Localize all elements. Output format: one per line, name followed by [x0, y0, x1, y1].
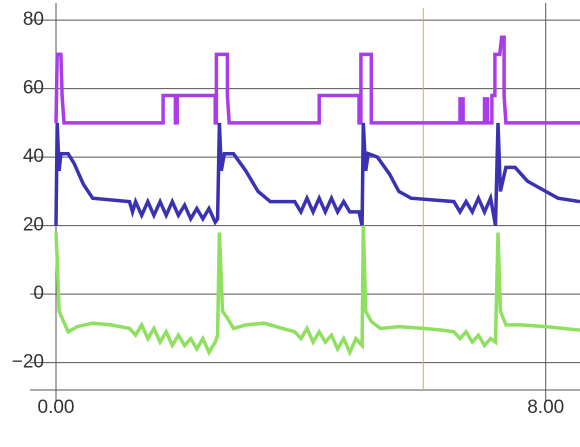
x-tick-label: 0.00: [38, 397, 75, 418]
y-tick-label: 20: [23, 215, 44, 236]
series-line: [54, 35, 580, 125]
series-line: [54, 225, 580, 357]
y-tick-label: −20: [12, 352, 44, 373]
y-tick-label: 40: [23, 146, 44, 167]
series-line: [54, 122, 580, 226]
y-tick-label: 0: [33, 283, 44, 304]
x-tick-label: 8.00: [527, 397, 564, 418]
y-tick-label: 60: [23, 78, 44, 99]
y-tick-label: 80: [23, 9, 44, 30]
